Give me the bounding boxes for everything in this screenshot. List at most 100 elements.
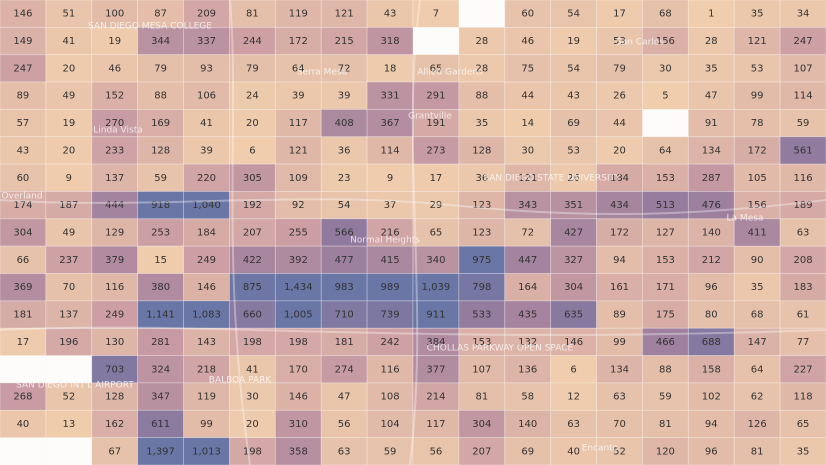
cell [596,409,643,439]
cell-value: 77 [797,337,810,348]
cell-value: 134 [702,145,721,156]
cell [504,355,552,384]
cell-value: 566 [335,228,354,239]
cell-value: 17 [613,9,626,20]
empty-cell [45,437,92,465]
cell-value: 379 [105,255,124,266]
cell [779,409,826,439]
road [0,326,826,336]
cell-value: 88 [154,91,167,102]
cell-value: 237 [59,255,78,266]
cell-value: 43 [17,145,30,156]
cell-value: 216 [381,228,400,239]
cell [733,409,781,439]
cell-value: 69 [567,118,580,129]
cell-value: 427 [564,228,583,239]
cell-value: 26 [613,91,626,102]
cell-value: 91 [705,118,718,129]
cell [183,0,230,28]
cell [504,245,552,274]
cell-value: 81 [475,392,488,403]
cell [779,300,826,329]
cell [0,245,47,274]
cell [550,409,597,439]
cell [366,218,414,247]
cell-value: 1,434 [284,282,313,293]
cell-value: 46 [521,36,534,47]
cell-value: 172 [610,228,629,239]
cell [412,273,460,302]
cell-value: 249 [105,310,124,321]
cell-value: 44 [613,118,626,129]
cell-value: 377 [426,364,445,375]
cell-value: 17 [430,173,443,184]
cell [504,136,552,165]
cell [91,382,139,411]
cell [45,0,93,28]
cell-value: 191 [426,118,445,129]
cell-value: 172 [748,145,767,156]
cell-value: 116 [381,364,400,375]
cell-value: 28 [705,36,718,47]
cell [45,109,93,138]
cell [45,382,93,411]
cell [687,109,735,138]
cell [550,163,597,192]
cell-value: 88 [659,364,672,375]
cell-value: 72 [521,228,534,239]
cell-value: 59 [659,392,672,403]
cell-value: 140 [518,419,537,430]
cell-value: 116 [794,173,813,184]
cell-value: 174 [13,200,32,211]
cell [229,327,276,356]
cell [320,355,368,384]
cell-value: 35 [797,446,810,457]
cell-value: 127 [656,228,675,239]
cell-value: 72 [338,63,351,74]
cell-value: 192 [243,200,262,211]
cell-value: 983 [335,282,354,293]
place-label: Encanto [582,444,619,454]
cell-value: 118 [794,392,813,403]
place-label: San Carlos [616,38,664,48]
cell [687,245,735,274]
cell [642,273,689,302]
cell [229,191,276,220]
cell [779,136,826,165]
cell-value: 477 [335,255,354,266]
cell [550,0,597,28]
cell-value: 96 [705,446,718,457]
cell-value: 114 [381,145,400,156]
cell-value: 78 [751,118,764,129]
cell-value: 69 [521,446,534,457]
cell-value: 369 [13,282,32,293]
cell [45,245,93,274]
cell-value: 19 [108,36,121,47]
cell [274,136,322,165]
cell [0,26,47,56]
cell [596,218,643,247]
cell-value: 108 [381,392,400,403]
cell [320,163,368,192]
cell-value: 47 [705,91,718,102]
cell-value: 380 [151,282,170,293]
cell [320,81,368,110]
cell [320,109,368,138]
cell [779,273,826,302]
cell [596,273,643,302]
cell [596,54,643,83]
cell-value: 35 [705,63,718,74]
cell [320,26,368,56]
cell-value: 128 [105,392,124,403]
cell-value: 30 [521,145,534,156]
cell [137,409,184,439]
cell [412,191,460,220]
cell [366,437,414,465]
cell-value: 212 [702,255,721,266]
cell [274,81,322,110]
cell-value: 90 [751,255,764,266]
cell-value: 153 [656,173,675,184]
cell-value: 54 [338,200,351,211]
cell-value: 70 [613,419,626,430]
cell-value: 53 [751,63,764,74]
